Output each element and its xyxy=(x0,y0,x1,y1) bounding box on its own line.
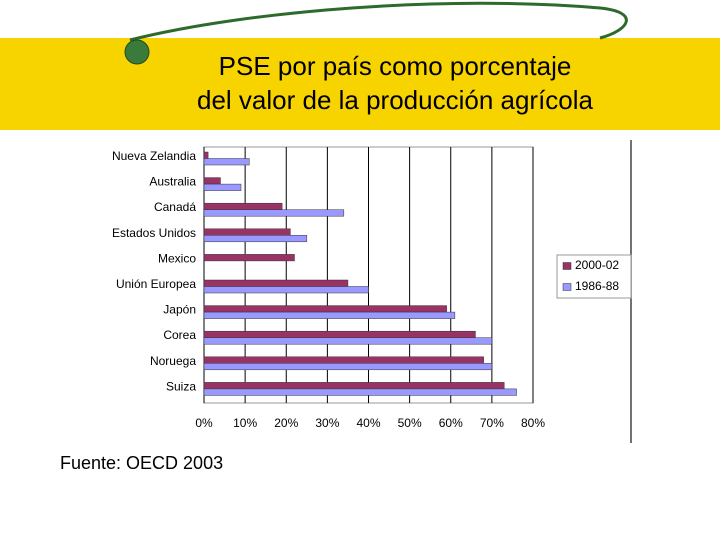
y-tick-label: Canadá xyxy=(154,200,196,214)
legend-swatch xyxy=(562,283,572,291)
y-tick-label: Nueva Zelandia xyxy=(112,149,196,163)
x-tick-label: 50% xyxy=(398,416,422,430)
x-tick-label: 20% xyxy=(274,416,298,430)
chart: 0% 10% 20% 30% 40% 50% 60% 70% 80% Nueva Zelandia… xyxy=(112,146,632,430)
legend-label: 1986-88 xyxy=(575,279,619,293)
y-tick-label: Noruega xyxy=(150,354,196,368)
x-tick-label: 60% xyxy=(439,416,463,430)
x-tick-label: 30% xyxy=(315,416,339,430)
y-tick-label: Australia xyxy=(149,175,196,189)
title-line: del valor de la producción agrícola xyxy=(197,85,594,115)
source: Fuente: OECD 2003 xyxy=(60,453,223,473)
bar xyxy=(203,254,295,262)
title-band xyxy=(0,38,720,130)
y-tick-label: Mexico xyxy=(158,251,196,265)
decor-curve xyxy=(129,1,628,42)
y-tick-label: Unión Europea xyxy=(116,277,196,291)
bar xyxy=(203,363,493,371)
bar xyxy=(203,177,221,185)
bar xyxy=(203,235,308,243)
legend-box xyxy=(556,254,632,299)
bar xyxy=(203,305,447,313)
bar xyxy=(203,202,283,210)
bar xyxy=(203,330,476,338)
bar xyxy=(203,356,484,364)
bar xyxy=(203,151,209,159)
bar xyxy=(203,388,517,396)
bar xyxy=(203,286,369,294)
bar xyxy=(203,382,505,390)
y-tick-label: Estados Unidos xyxy=(112,226,196,240)
bar xyxy=(203,228,291,236)
bar xyxy=(203,183,242,191)
x-tick-label: 0% xyxy=(195,416,213,430)
globe-icon xyxy=(124,39,150,65)
x-tick-label: 80% xyxy=(521,416,545,430)
x-tick-label: 70% xyxy=(480,416,504,430)
x-tick-label: 10% xyxy=(233,416,257,430)
y-tick-label: Corea xyxy=(163,328,196,342)
bar xyxy=(203,311,456,319)
y-tick-label: Japón xyxy=(163,303,196,317)
y-tick-label: Suiza xyxy=(166,379,196,393)
bar xyxy=(203,209,345,217)
bar xyxy=(203,337,493,345)
legend-swatch xyxy=(562,262,572,270)
bar xyxy=(203,158,250,166)
legend-label: 2000-02 xyxy=(575,258,619,272)
x-tick-label: 40% xyxy=(356,416,380,430)
title-line: PSE por país como porcentaje xyxy=(219,51,572,81)
bar xyxy=(203,279,349,287)
